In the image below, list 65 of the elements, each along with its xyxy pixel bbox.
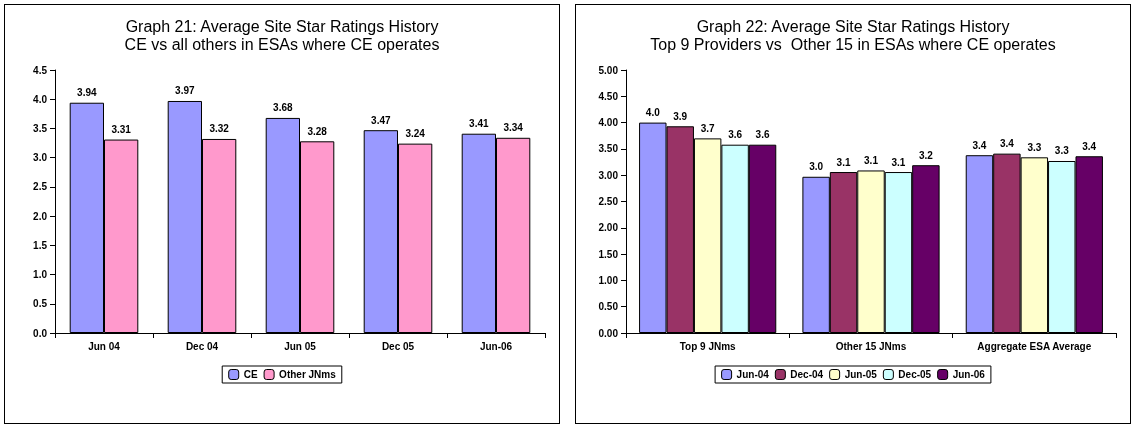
chart-title: Graph 21: Average Site Star Ratings History xyxy=(125,17,439,35)
y-tick-label: 1.50 xyxy=(598,248,619,260)
data-label: 3.3 xyxy=(1027,141,1042,153)
data-label: 3.4 xyxy=(1082,140,1097,152)
data-label: 3.9 xyxy=(673,110,688,122)
y-tick-label: 2.50 xyxy=(598,196,619,207)
data-label: 3.97 xyxy=(175,85,196,97)
y-tick-label: 4.00 xyxy=(598,117,619,129)
y-tick-label: 1.0 xyxy=(33,269,48,281)
x-tick-label: Other 15 JNms xyxy=(835,340,907,352)
y-tick-label: 3.50 xyxy=(598,143,619,155)
data-label: 3.1 xyxy=(864,154,879,166)
y-tick-label: 2.5 xyxy=(33,181,48,193)
y-tick-label: 4.0 xyxy=(33,93,48,105)
data-label: 3.24 xyxy=(405,128,426,140)
chart-subtitle: Top 9 Providers vs Other 15 in ESAs where CE operates xyxy=(650,35,1056,53)
y-tick-label: 5.00 xyxy=(598,64,619,76)
y-tick-label: 3.0 xyxy=(33,152,48,164)
data-label: 4.0 xyxy=(645,107,661,119)
data-label: 3.3 xyxy=(1054,145,1070,157)
data-label: 3.6 xyxy=(728,129,743,141)
chart-subtitle: CE vs all others in ESAs where CE operates xyxy=(124,35,440,53)
y-tick-label: 0.0 xyxy=(33,327,48,339)
data-label: 3.68 xyxy=(273,102,294,114)
data-label: 3.0 xyxy=(809,161,824,173)
x-tick-label: Jun 04 xyxy=(88,340,121,352)
y-tick-label: 3.00 xyxy=(598,169,619,181)
y-tick-label: 0.00 xyxy=(598,327,619,339)
legend-label: Dec-05 xyxy=(898,369,932,380)
data-label: 3.2 xyxy=(918,149,934,161)
y-tick-label: 0.50 xyxy=(598,301,619,313)
data-label: 3.94 xyxy=(77,87,98,99)
y-tick-label: 1.5 xyxy=(33,239,48,251)
data-label: 3.34 xyxy=(503,122,524,134)
data-label: 3.1 xyxy=(836,156,851,168)
data-label: 3.41 xyxy=(469,118,490,130)
x-tick-label: Jun 05 xyxy=(284,340,317,352)
y-tick-label: 3.5 xyxy=(33,122,48,134)
data-label: 3.7 xyxy=(700,122,716,134)
data-label: 3.6 xyxy=(755,129,770,141)
data-label: 3.47 xyxy=(371,114,392,126)
data-label: 3.31 xyxy=(111,124,132,136)
legend-label: Other JNms xyxy=(279,369,337,380)
y-tick-label: 2.00 xyxy=(598,222,619,234)
data-label: 3.1 xyxy=(891,156,906,168)
x-tick-label: Top 9 JNms xyxy=(679,340,737,352)
legend-label: Jun-06 xyxy=(952,369,986,380)
y-tick-label: 0.5 xyxy=(33,298,48,310)
y-tick-label: 1.00 xyxy=(598,274,619,286)
x-tick-label: Jun-06 xyxy=(479,340,513,352)
data-label: 3.4 xyxy=(999,138,1015,150)
legend-label: Dec-04 xyxy=(790,369,824,380)
legend-label: Jun-04 xyxy=(736,369,770,380)
x-tick-label: Aggregate ESA Average xyxy=(977,340,1092,352)
data-label: 3.4 xyxy=(972,139,987,151)
legend-label: CE xyxy=(243,369,258,380)
y-tick-label: 4.5 xyxy=(33,64,48,76)
x-tick-label: Dec 05 xyxy=(381,340,415,352)
chart-title: Graph 22: Average Site Star Ratings History xyxy=(696,17,1010,35)
y-tick-label: 4.50 xyxy=(598,90,619,102)
x-tick-label: Dec 04 xyxy=(185,340,219,352)
data-label: 3.28 xyxy=(307,125,328,137)
data-label: 3.32 xyxy=(209,123,230,135)
y-tick-label: 2.0 xyxy=(33,210,48,222)
legend-label: Jun-05 xyxy=(844,369,878,380)
